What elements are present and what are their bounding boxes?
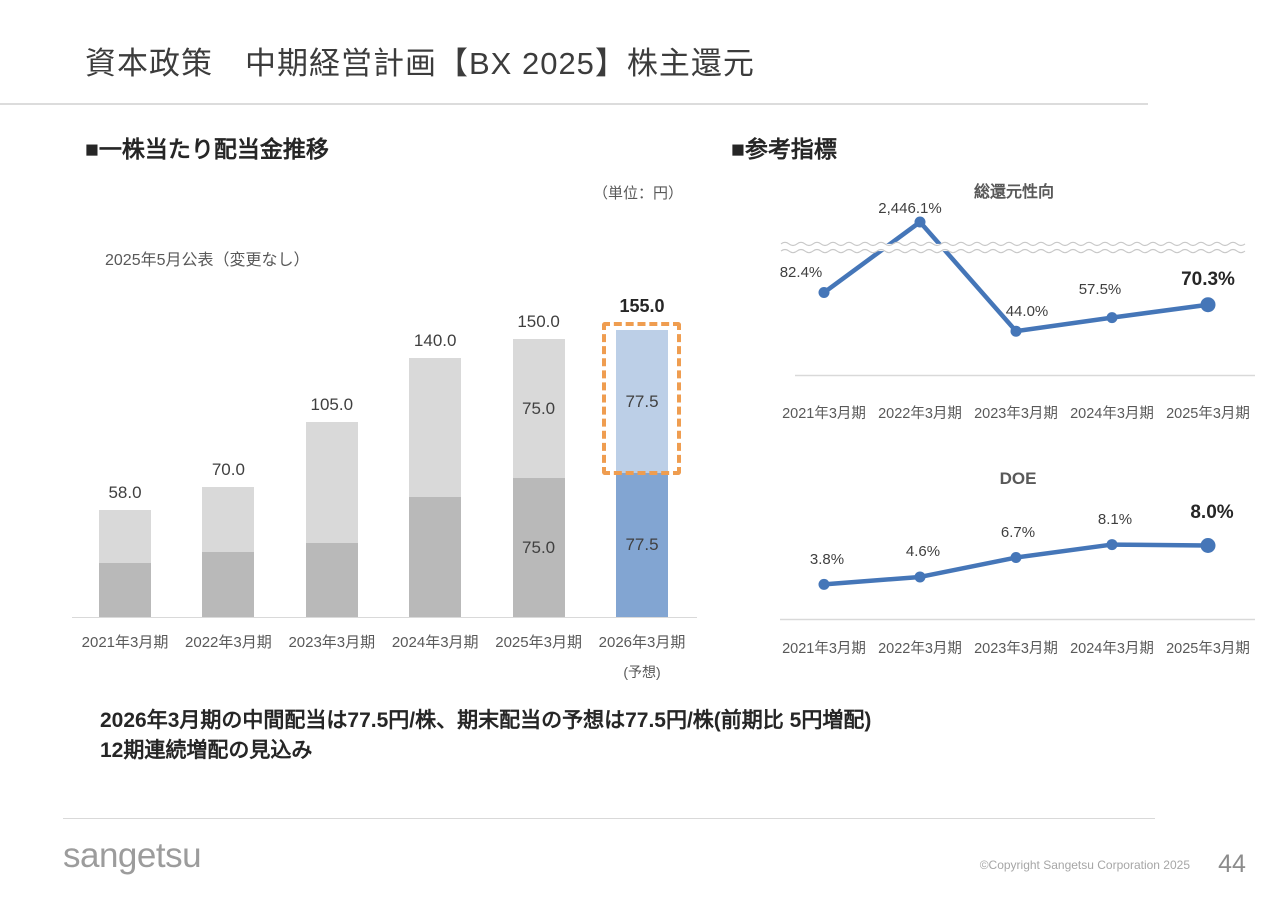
bar-segment-bottom — [202, 552, 255, 617]
bar-segment-label-top: 75.0 — [522, 398, 556, 418]
copyright-text: ©Copyright Sangetsu Corporation 2025 — [979, 858, 1190, 872]
bar-segment-label-top: 77.5 — [625, 391, 659, 411]
forecast-highlight-box — [602, 321, 681, 476]
bar-segment-top — [305, 422, 358, 543]
unit-note: （単位：円） — [592, 185, 683, 202]
bar-segment-bottom — [99, 563, 151, 617]
bar-segment-bottom — [616, 473, 668, 617]
footer-divider — [63, 818, 1155, 819]
message-line-2: 12期連続増配の見込み — [100, 739, 313, 762]
title-divider — [0, 103, 1148, 105]
page-title: 資本政策 中期経営計画【BX 2025】株主還元 — [85, 46, 755, 81]
message-line-1: 2026年3月期の中間配当は77.5円/株、期末配当の予想は77.5円/株(前期… — [100, 709, 872, 732]
bar-segment-top — [99, 509, 151, 564]
bar-segment-bottom — [512, 478, 565, 617]
bar-total-label: 70.0 — [211, 460, 245, 480]
bar-category-label: 2025年3月期 — [495, 634, 582, 651]
bar-segment-label-bottom: 77.5 — [625, 535, 659, 555]
forecast-note: (予想) — [623, 664, 661, 680]
bar-category-label: 2023年3月期 — [288, 634, 376, 651]
bar-total-label: 140.0 — [413, 330, 457, 350]
bar-total-label: 150.0 — [517, 312, 560, 331]
bar-category-label: 2022年3月期 — [185, 634, 272, 651]
page-number: 44 — [1218, 850, 1246, 878]
dividend-section-heading: ■一株当たり配当金推移 — [85, 136, 329, 162]
bar-category-label: 2021年3月期 — [81, 634, 169, 651]
bar-total-label: 105.0 — [310, 395, 354, 415]
company-logo: sangetsu — [63, 836, 202, 875]
bar-total-label: 155.0 — [619, 295, 665, 316]
bar-segment-top — [202, 487, 255, 553]
bar-category-label: 2026年3月期 — [598, 634, 686, 651]
bar-segment-label-bottom: 75.0 — [522, 537, 556, 557]
bar-segment-top — [409, 357, 462, 497]
bar-chart-baseline — [72, 617, 697, 618]
announce-note: 2025年5月公表（変更なし） — [105, 252, 310, 269]
bar-segment-top — [616, 329, 668, 474]
bar-total-label: 58.0 — [108, 482, 142, 502]
reference-section-heading: ■参考指標 — [731, 136, 837, 162]
bar-category-label: 2024年3月期 — [391, 634, 479, 651]
bar-segment-bottom — [305, 542, 358, 617]
bar-segment-top — [512, 339, 565, 478]
bar-segment-bottom — [409, 496, 462, 617]
